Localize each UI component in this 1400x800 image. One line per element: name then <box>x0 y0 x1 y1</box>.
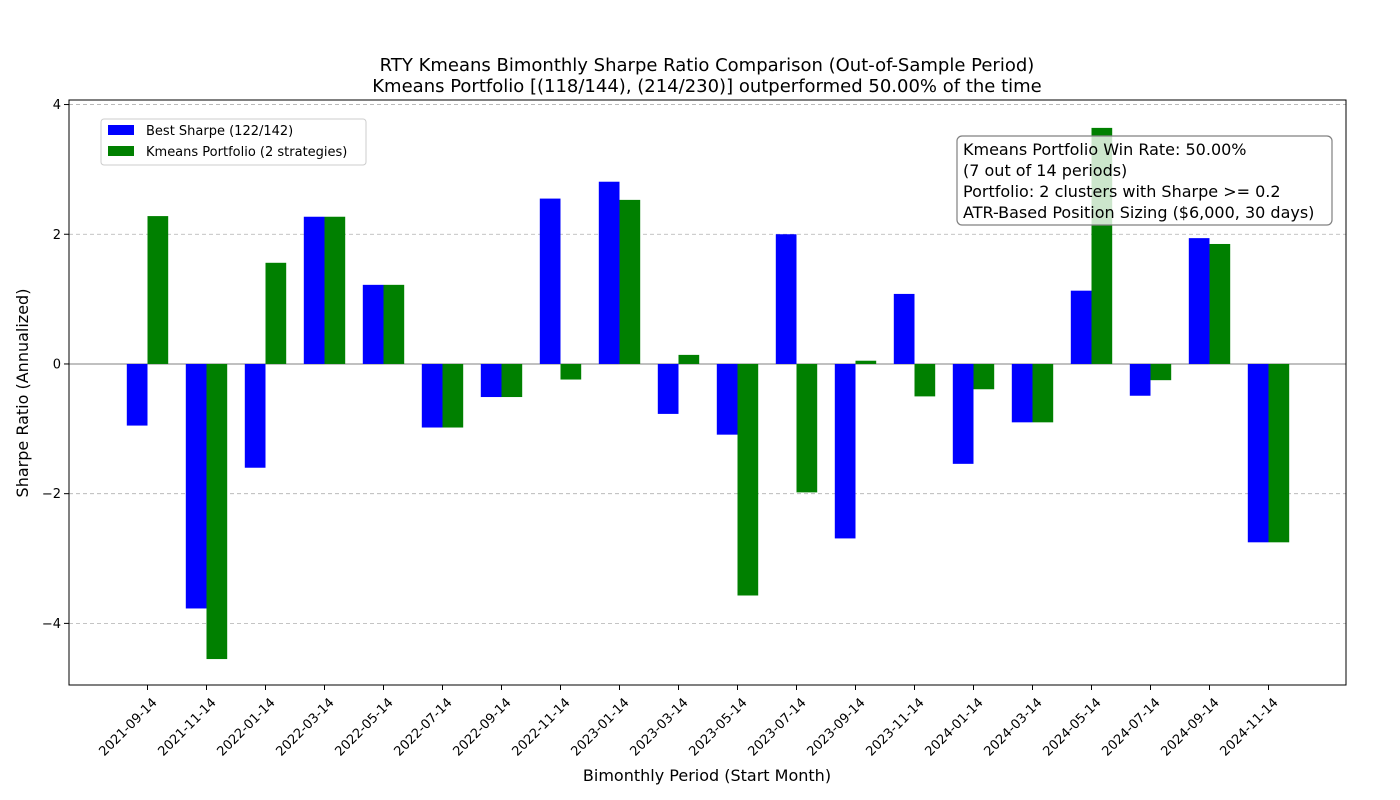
bars <box>126 127 1290 660</box>
bar-kmeans-portfolio <box>1268 363 1290 543</box>
legend-box <box>100 118 367 166</box>
bar-kmeans-portfolio <box>265 262 287 364</box>
legend: Best Sharpe (122/142) Kmeans Portfolio (… <box>100 118 367 166</box>
x-tick-label: 2022-11-14 <box>510 695 574 759</box>
bar-best-sharpe <box>1070 290 1092 364</box>
y-axis-label: Sharpe Ratio (Annualized) <box>13 289 32 498</box>
x-tick-label: 2021-11-14 <box>156 695 220 759</box>
bar-kmeans-portfolio <box>619 199 641 364</box>
bar-best-sharpe <box>185 363 207 609</box>
bar-kmeans-portfolio <box>383 284 405 364</box>
bar-kmeans-portfolio <box>147 216 169 364</box>
bar-kmeans-portfolio <box>737 363 759 596</box>
x-tick-label: 2022-07-14 <box>392 695 456 759</box>
bar-kmeans-portfolio <box>796 363 818 493</box>
annotation-line-win-rate: Kmeans Portfolio Win Rate: 50.00% <box>963 140 1247 159</box>
bar-kmeans-portfolio <box>1032 363 1054 423</box>
x-tick-label: 2022-09-14 <box>451 695 515 759</box>
bar-kmeans-portfolio <box>560 363 582 380</box>
legend-swatch-kmeans-portfolio <box>108 146 134 156</box>
bar-kmeans-portfolio <box>1150 363 1172 381</box>
bar-kmeans-portfolio <box>324 216 346 364</box>
x-tick-label: 2023-09-14 <box>805 695 869 759</box>
bar-kmeans-portfolio <box>501 363 523 398</box>
legend-label-best-sharpe: Best Sharpe (122/142) <box>146 124 293 139</box>
bar-best-sharpe <box>952 363 974 464</box>
x-tick-label: 2022-03-14 <box>274 695 338 759</box>
bar-best-sharpe <box>1247 363 1269 543</box>
bar-kmeans-portfolio <box>206 363 228 660</box>
x-tick-label: 2024-11-14 <box>1218 695 1282 759</box>
annotation-line-sizing: ATR-Based Position Sizing ($6,000, 30 da… <box>963 203 1314 222</box>
bar-best-sharpe <box>480 363 502 398</box>
x-tick-label: 2024-07-14 <box>1100 695 1164 759</box>
bar-best-sharpe <box>716 363 738 435</box>
bar-kmeans-portfolio <box>442 363 464 428</box>
x-axis-ticks: 2021-09-142021-11-142022-01-142022-03-14… <box>97 685 1282 759</box>
y-tick-label: 0 <box>53 357 61 372</box>
chart-subtitle: Kmeans Portfolio [(118/144), (214/230)] … <box>372 76 1042 97</box>
bar-best-sharpe <box>244 363 266 468</box>
y-tick-label: −4 <box>42 617 61 632</box>
y-tick-label: −2 <box>42 487 61 502</box>
legend-label-kmeans-portfolio: Kmeans Portfolio (2 strategies) <box>146 145 347 160</box>
bar-best-sharpe <box>657 363 679 414</box>
x-tick-label: 2023-03-14 <box>628 695 692 759</box>
bar-kmeans-portfolio <box>855 360 877 364</box>
x-tick-label: 2023-11-14 <box>864 695 928 759</box>
y-axis-ticks: −4 −2 0 2 4 <box>42 98 69 632</box>
x-tick-label: 2023-05-14 <box>687 695 751 759</box>
bar-best-sharpe <box>126 363 148 426</box>
x-axis-label: Bimonthly Period (Start Month) <box>583 766 831 785</box>
x-tick-label: 2022-05-14 <box>333 695 397 759</box>
bar-best-sharpe <box>1011 363 1033 423</box>
bar-kmeans-portfolio <box>973 363 995 390</box>
annotation-line-clusters: Portfolio: 2 clusters with Sharpe >= 0.2 <box>963 182 1281 201</box>
x-tick-label: 2023-07-14 <box>746 695 810 759</box>
win-rate-annotation: Kmeans Portfolio Win Rate: 50.00% (7 out… <box>956 135 1333 226</box>
x-tick-label: 2024-01-14 <box>923 695 987 759</box>
bar-kmeans-portfolio <box>678 354 700 364</box>
x-tick-label: 2021-09-14 <box>97 695 161 759</box>
bar-kmeans-portfolio <box>1209 243 1231 364</box>
bar-best-sharpe <box>598 181 620 364</box>
x-tick-label: 2023-01-14 <box>569 695 633 759</box>
bar-best-sharpe <box>303 216 325 364</box>
bar-best-sharpe <box>1188 238 1210 364</box>
bar-best-sharpe <box>421 363 443 428</box>
x-tick-label: 2022-01-14 <box>215 695 279 759</box>
bar-kmeans-portfolio <box>914 363 936 397</box>
legend-swatch-best-sharpe <box>108 125 134 135</box>
y-tick-label: 4 <box>53 98 61 113</box>
x-tick-label: 2024-03-14 <box>982 695 1046 759</box>
bar-best-sharpe <box>539 198 561 364</box>
annotation-line-periods: (7 out of 14 periods) <box>963 161 1127 180</box>
chart-title: RTY Kmeans Bimonthly Sharpe Ratio Compar… <box>380 55 1035 76</box>
x-tick-label: 2024-05-14 <box>1041 695 1105 759</box>
bar-best-sharpe <box>893 293 915 364</box>
annotation-box <box>956 135 1333 226</box>
x-tick-label: 2024-09-14 <box>1159 695 1223 759</box>
bar-best-sharpe <box>775 234 797 364</box>
plot-area-frame <box>68 99 1347 686</box>
bar-best-sharpe <box>1129 363 1151 396</box>
y-tick-label: 2 <box>53 228 61 243</box>
bar-best-sharpe <box>834 363 856 539</box>
bar-best-sharpe <box>362 284 384 364</box>
